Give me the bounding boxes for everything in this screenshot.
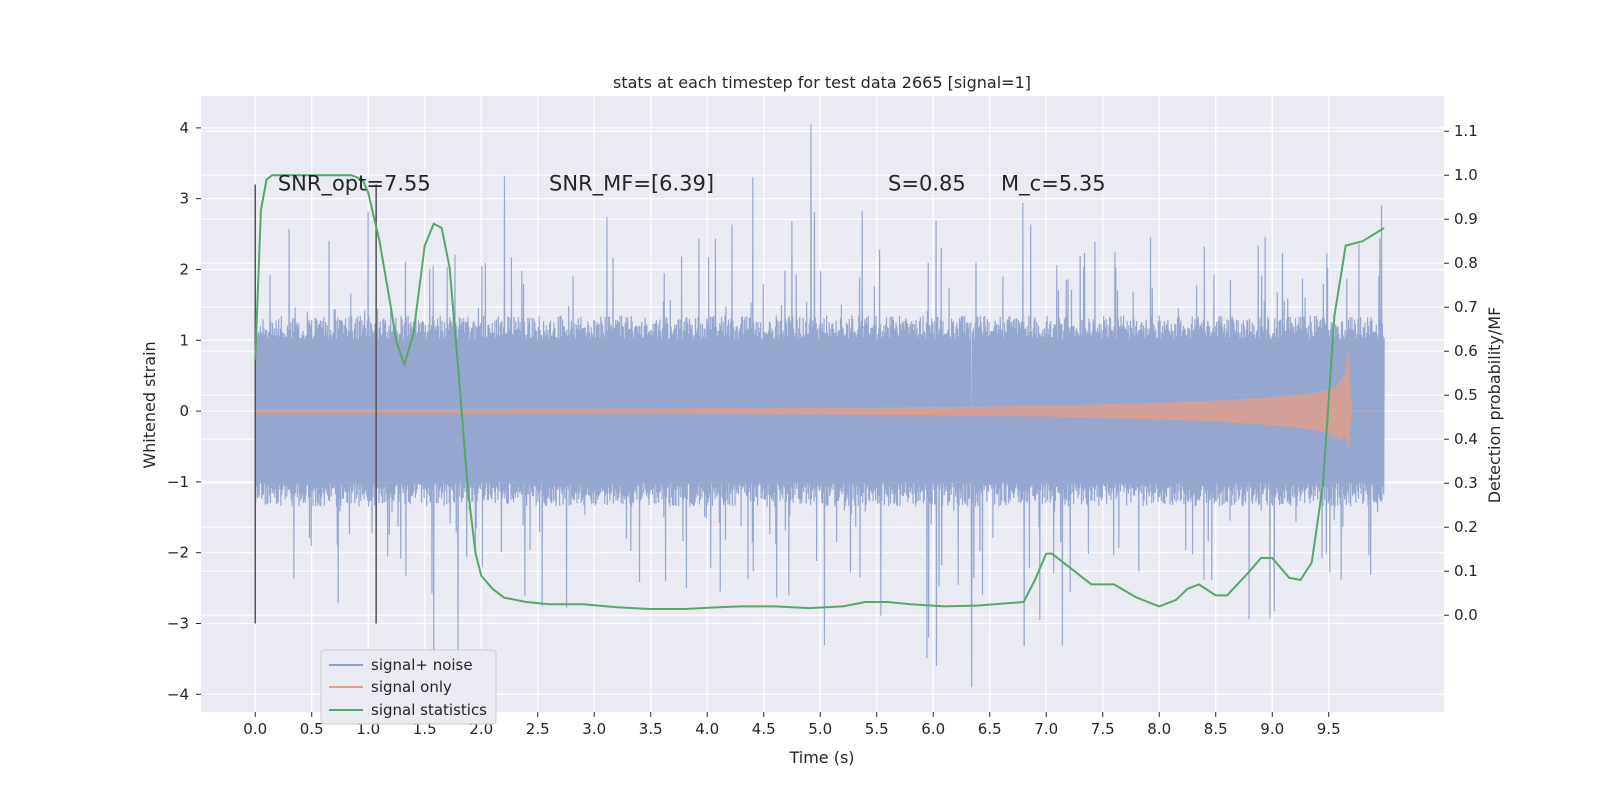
signal-plus-noise-series <box>254 124 1385 688</box>
y-axis-ticks: 4 3 2 1 0 −1 −2 −3 −4 <box>167 119 201 703</box>
y-tick-label: −2 <box>167 544 189 562</box>
y2-tick-label: 0.5 <box>1454 386 1478 404</box>
x-tick-label: 7.5 <box>1091 720 1115 738</box>
y-tick-label: 3 <box>179 190 189 208</box>
x-tick-label: 5.5 <box>865 720 889 738</box>
x-tick-label: 4.0 <box>695 720 719 738</box>
y-tick-label: 1 <box>179 331 189 349</box>
x-tick-label: 2.5 <box>526 720 550 738</box>
y2-tick-label: 0.3 <box>1454 474 1478 492</box>
signal-only-envelope <box>254 350 1385 448</box>
annotation-snr-mf: SNR_MF=[6.39] <box>549 172 714 197</box>
signal-statistics-line <box>254 174 1385 611</box>
signal-plus-noise-line <box>254 124 1385 688</box>
legend-label-signal-statistics: signal statistics <box>371 701 487 719</box>
legend-label-signal-plus-noise: signal+ noise <box>371 656 473 674</box>
y2-axis-ticks: 1.1 1.0 0.9 0.8 0.7 0.6 0.5 0.4 0.3 0.2 0.1 0.0 <box>1444 122 1478 624</box>
x-tick-label: 5.0 <box>808 720 832 738</box>
legend: signal+ noise signal only signal statist… <box>320 649 497 725</box>
legend-label-signal-only: signal only <box>371 678 452 696</box>
y2-tick-label: 0.2 <box>1454 518 1478 536</box>
y2-tick-label: 1.0 <box>1454 166 1478 184</box>
y2-tick-label: 0.9 <box>1454 210 1478 228</box>
y-tick-label: 4 <box>179 119 189 137</box>
x-tick-label: 8.5 <box>1204 720 1228 738</box>
x-tick-label: 9.5 <box>1317 720 1341 738</box>
y2-axis-label: Detection probability/MF <box>1485 307 1504 504</box>
vertical-markers <box>254 184 377 624</box>
x-tick-label: 0.0 <box>243 720 267 738</box>
y2-tick-label: 0.7 <box>1454 298 1478 316</box>
y-axis-label: Whitened strain <box>140 341 159 468</box>
x-tick-label: 6.5 <box>978 720 1002 738</box>
annotation-mc-value: M_c=5.35 <box>1001 172 1106 197</box>
y2-tick-label: 1.1 <box>1454 122 1478 140</box>
signal-only-series <box>254 350 1385 448</box>
x-tick-label: 7.0 <box>1034 720 1058 738</box>
x-tick-label: 0.5 <box>300 720 324 738</box>
annotation-s-value: S=0.85 <box>888 172 966 196</box>
x-tick-label: 8.0 <box>1147 720 1171 738</box>
y-tick-label: 0 <box>179 402 189 420</box>
signal-statistics-series <box>254 174 1385 611</box>
x-axis-label: Time (s) <box>788 748 854 767</box>
annotations: SNR_opt=7.55 SNR_MF=[6.39] S=0.85 M_c=5.… <box>278 172 1106 197</box>
y-tick-label: −4 <box>167 685 189 703</box>
x-tick-label: 4.5 <box>752 720 776 738</box>
y-tick-label: 2 <box>179 260 189 278</box>
chart-title: stats at each timestep for test data 266… <box>613 73 1031 92</box>
y2-tick-label: 0.6 <box>1454 342 1478 360</box>
y-tick-label: −1 <box>167 473 189 491</box>
y-tick-label: −3 <box>167 614 189 632</box>
x-tick-label: 6.0 <box>921 720 945 738</box>
x-tick-label: 3.5 <box>639 720 663 738</box>
y2-tick-label: 0.4 <box>1454 430 1478 448</box>
annotation-snr-opt: SNR_opt=7.55 <box>278 172 431 197</box>
y2-tick-label: 0.0 <box>1454 606 1478 624</box>
y2-tick-label: 0.1 <box>1454 562 1478 580</box>
x-tick-label: 9.0 <box>1260 720 1284 738</box>
x-tick-label: 3.0 <box>582 720 606 738</box>
legend-box <box>320 649 497 725</box>
y2-tick-label: 0.8 <box>1454 254 1478 272</box>
